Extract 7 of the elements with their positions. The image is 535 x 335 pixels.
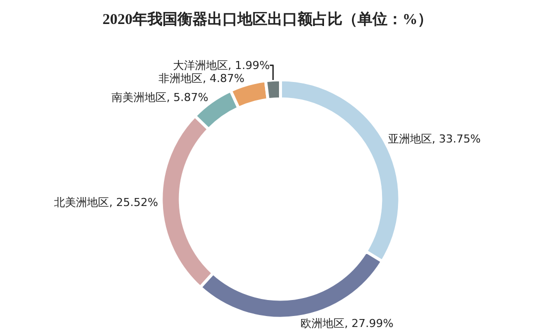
slice-label: 大洋洲地区, 1.99% [172,58,270,72]
slice-label: 南美洲地区, 5.87% [111,90,208,104]
chart-title: 2020年我国衡器出口地区出口额占比（单位：%） [102,10,432,28]
slice-label: 非洲地区, 4.87% [158,72,245,85]
slice-label: 亚洲地区, 33.75% [388,132,481,146]
slice-label: 欧洲地区, 27.99% [300,317,394,330]
slice-label: 北美洲地区, 25.52% [54,196,158,210]
